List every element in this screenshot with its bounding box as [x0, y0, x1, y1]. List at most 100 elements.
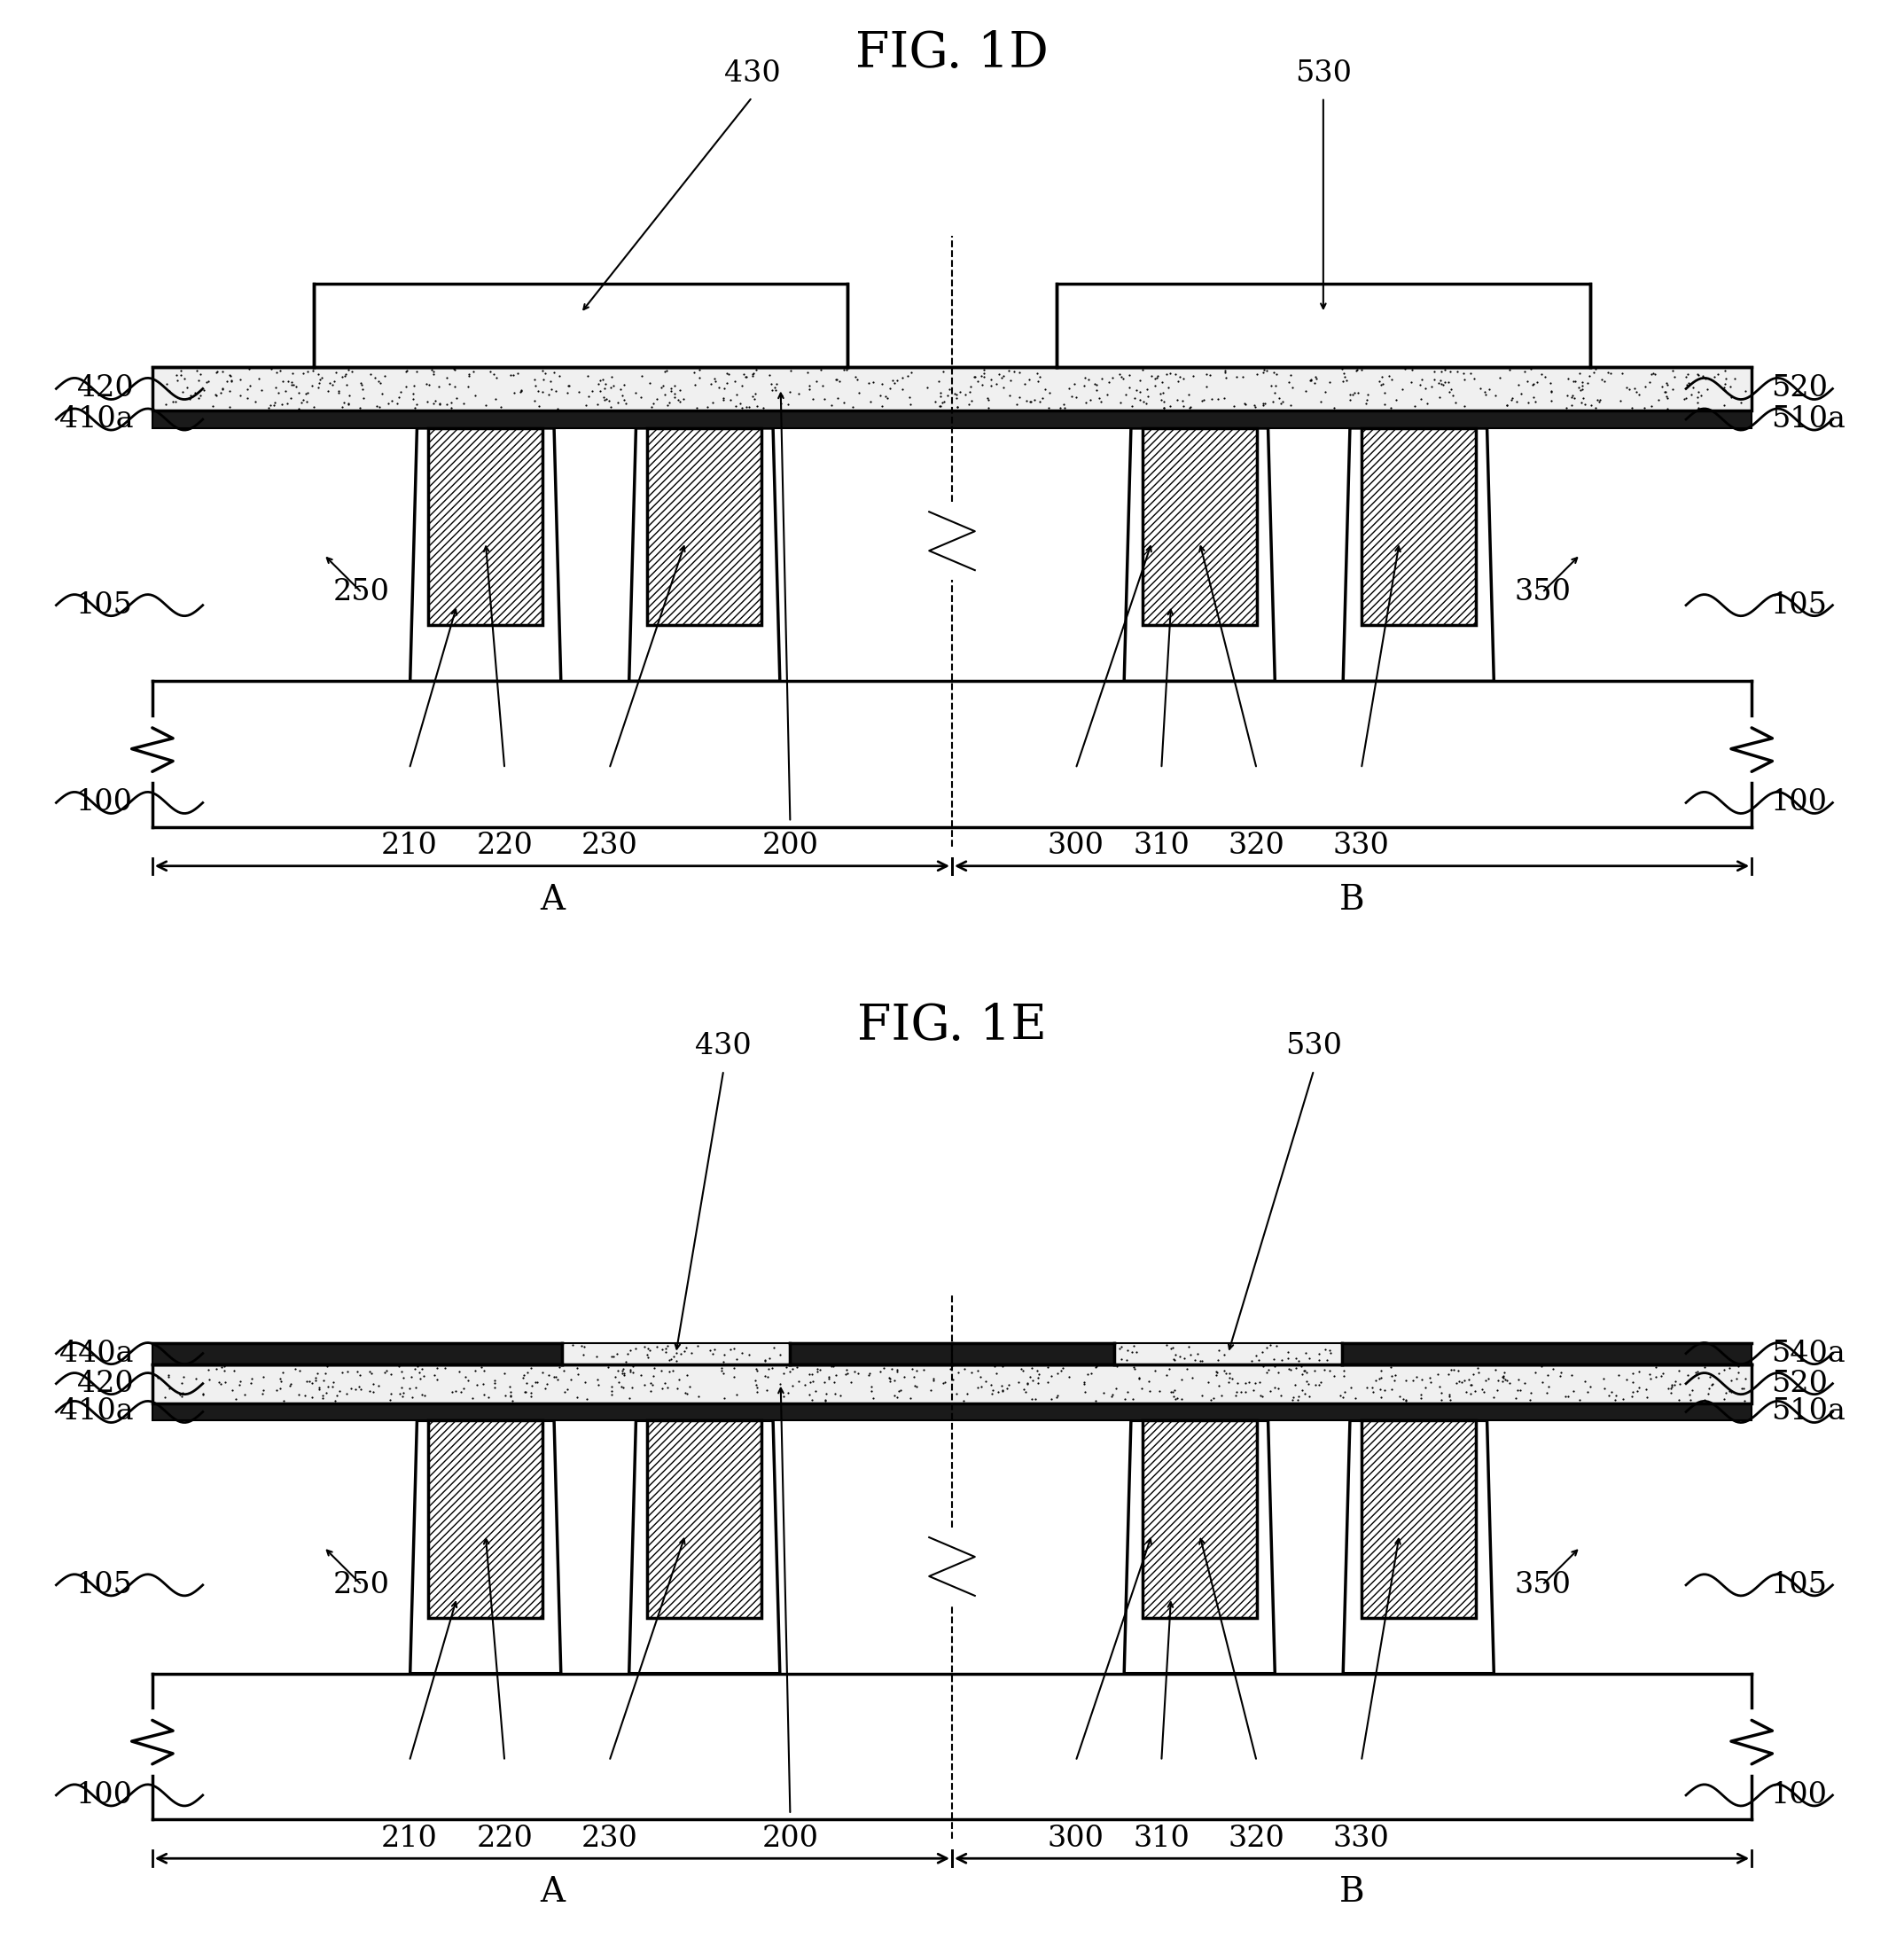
- Bar: [647, 1421, 762, 1617]
- Point: [956, 385, 986, 416]
- Point: [552, 1374, 583, 1405]
- Point: [1205, 1380, 1236, 1411]
- Point: [331, 370, 362, 401]
- Point: [1304, 1370, 1335, 1401]
- Point: [672, 1378, 703, 1409]
- Point: [1658, 356, 1689, 387]
- Point: [638, 1370, 668, 1401]
- Point: [1567, 374, 1597, 405]
- Point: [272, 366, 303, 397]
- Point: [752, 1374, 783, 1405]
- Point: [661, 1337, 691, 1368]
- Polygon shape: [1342, 428, 1495, 681]
- Point: [1510, 1368, 1540, 1399]
- Point: [318, 370, 348, 401]
- Point: [1468, 1376, 1498, 1407]
- Point: [1161, 1384, 1192, 1415]
- Point: [423, 1352, 453, 1384]
- Point: [466, 1352, 497, 1384]
- Point: [1588, 1362, 1618, 1393]
- Point: [1259, 1372, 1289, 1403]
- Point: [722, 1380, 752, 1411]
- Point: [533, 1360, 564, 1391]
- Point: [400, 1372, 430, 1403]
- Point: [1110, 1384, 1140, 1415]
- Point: [1676, 379, 1706, 411]
- Point: [324, 378, 354, 409]
- Point: [758, 374, 788, 405]
- Point: [1070, 370, 1101, 401]
- Point: [1011, 385, 1041, 416]
- Point: [1556, 381, 1586, 413]
- Point: [1365, 1362, 1396, 1393]
- Point: [497, 1386, 527, 1417]
- Point: [653, 1356, 684, 1387]
- Point: [649, 379, 680, 411]
- Point: [1489, 1356, 1519, 1387]
- Point: [1716, 1366, 1746, 1397]
- Point: [267, 366, 297, 397]
- Point: [977, 1374, 1007, 1405]
- Point: [594, 385, 625, 416]
- Point: [1057, 381, 1087, 413]
- Point: [986, 1370, 1017, 1401]
- Point: [1203, 383, 1234, 414]
- Point: [950, 1352, 981, 1384]
- Point: [297, 354, 327, 385]
- Point: [1274, 366, 1304, 397]
- Point: [585, 376, 615, 407]
- Point: [796, 1366, 826, 1397]
- Point: [798, 383, 828, 414]
- Point: [1241, 1341, 1272, 1372]
- Point: [1464, 1356, 1495, 1387]
- Point: [371, 1354, 402, 1386]
- Point: [1723, 1356, 1754, 1387]
- Point: [661, 1345, 691, 1376]
- Point: [583, 1370, 613, 1401]
- Point: [583, 368, 613, 399]
- Point: [1683, 381, 1714, 413]
- Point: [1384, 1380, 1415, 1411]
- Point: [1537, 376, 1567, 407]
- Point: [291, 385, 322, 416]
- Point: [1500, 1382, 1531, 1413]
- Point: [828, 387, 859, 418]
- Point: [956, 1356, 986, 1387]
- Point: [276, 1368, 307, 1399]
- Point: [510, 1368, 541, 1399]
- Point: [1643, 383, 1674, 414]
- Point: [885, 1374, 916, 1405]
- Point: [1106, 362, 1137, 393]
- Point: [604, 1354, 634, 1386]
- Point: [267, 389, 297, 420]
- Point: [1173, 1331, 1203, 1362]
- Point: [1340, 1382, 1371, 1413]
- Point: [1276, 360, 1306, 391]
- Point: [1573, 1376, 1603, 1407]
- Point: [154, 1372, 185, 1403]
- Point: [1310, 1335, 1340, 1366]
- Point: [1312, 1345, 1342, 1376]
- Point: [1390, 1386, 1420, 1417]
- Point: [783, 1366, 813, 1397]
- Point: [1567, 366, 1597, 397]
- Point: [1213, 1366, 1243, 1397]
- Point: [1358, 1376, 1388, 1407]
- Point: [1180, 1345, 1211, 1376]
- Point: [802, 366, 832, 397]
- Point: [874, 1362, 904, 1393]
- Point: [756, 368, 786, 399]
- Point: [1081, 1386, 1112, 1417]
- Point: [1418, 364, 1449, 395]
- Point: [1329, 362, 1359, 393]
- Point: [1101, 1351, 1131, 1382]
- Point: [739, 358, 769, 389]
- Point: [259, 389, 289, 420]
- Text: 510a: 510a: [1771, 405, 1845, 434]
- Point: [1133, 381, 1163, 413]
- Point: [1125, 383, 1156, 414]
- Text: 200: 200: [762, 833, 819, 860]
- Point: [771, 1351, 802, 1382]
- Text: A: A: [539, 883, 565, 917]
- Point: [657, 1354, 687, 1386]
